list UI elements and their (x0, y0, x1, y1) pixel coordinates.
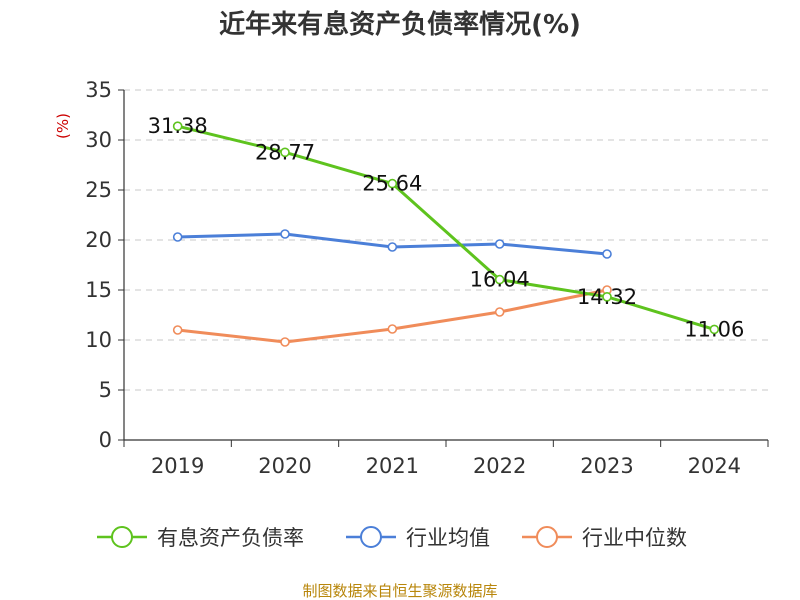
legend-label-industry_avg: 行业均值 (406, 526, 490, 550)
point-industry_median-2022 (494, 307, 505, 317)
point-industry_avg-2022 (494, 239, 505, 249)
x-tick-label: 2024 (688, 454, 741, 478)
point-debt_ratio-2024 (709, 324, 720, 335)
series-line-industry_median (177, 288, 608, 344)
y-axis-unit-label: (%) (54, 113, 72, 139)
point-industry_avg-2023 (602, 249, 612, 259)
data-label-2021: 25.64 (362, 172, 422, 196)
y-tick-label: 5 (99, 378, 112, 402)
legend-marker-industry_median (536, 526, 558, 548)
x-tick-label: 2019 (151, 454, 204, 478)
chart-title: 近年来有息资产负债率情况(%) (219, 9, 581, 40)
x-tick-label: 2020 (258, 454, 311, 478)
point-industry_avg-2021 (387, 242, 398, 252)
legend: 有息资产负债率 行业均值 行业中位数 (97, 526, 687, 550)
data-label-2023: 14.32 (577, 285, 637, 309)
x-tick-label: 2022 (473, 454, 526, 478)
point-debt_ratio-2022 (494, 274, 505, 285)
data-label-2019: 31.38 (148, 114, 208, 138)
point-debt_ratio-2021 (387, 178, 398, 189)
series-line-debt_ratio (177, 124, 715, 331)
point-industry_avg-2019 (172, 232, 183, 242)
y-tick-label: 10 (85, 328, 112, 352)
legend-marker-industry_avg (360, 526, 382, 548)
y-tick-label: 20 (85, 228, 112, 252)
y-tick-label: 0 (99, 428, 112, 452)
axes: 0 5 10 15 20 25 30 35 2019 2020 2021 2022 2023 2024 (85, 78, 769, 478)
series-layer (172, 121, 720, 347)
x-tick-label: 2021 (366, 454, 419, 478)
legend-label-debt_ratio: 有息资产负债率 (157, 526, 304, 550)
point-industry_avg-2020 (280, 229, 290, 239)
legend-marker-debt_ratio (111, 526, 133, 548)
y-tick-label: 30 (85, 128, 112, 152)
data-labels: 31.38 28.77 25.64 16.04 14.32 11.06 (148, 114, 745, 341)
source-note: 制图数据来自恒生聚源数据库 (302, 582, 497, 600)
point-debt_ratio-2023 (602, 291, 612, 302)
point-industry_median-2019 (172, 325, 183, 335)
point-industry_median-2021 (387, 324, 398, 334)
point-debt_ratio-2020 (280, 147, 290, 158)
data-label-2022: 16.04 (470, 268, 530, 292)
data-label-2024: 11.06 (684, 317, 744, 341)
point-debt_ratio-2019 (172, 121, 183, 131)
point-industry_median-2020 (280, 337, 290, 347)
y-tick-label: 25 (85, 178, 112, 202)
grid-lines (124, 89, 768, 391)
y-tick-label: 35 (85, 78, 112, 102)
data-label-2020: 28.77 (255, 140, 315, 164)
y-tick-label: 15 (85, 278, 112, 302)
legend-label-industry_median: 行业中位数 (582, 526, 687, 550)
x-tick-label: 2023 (580, 454, 633, 478)
